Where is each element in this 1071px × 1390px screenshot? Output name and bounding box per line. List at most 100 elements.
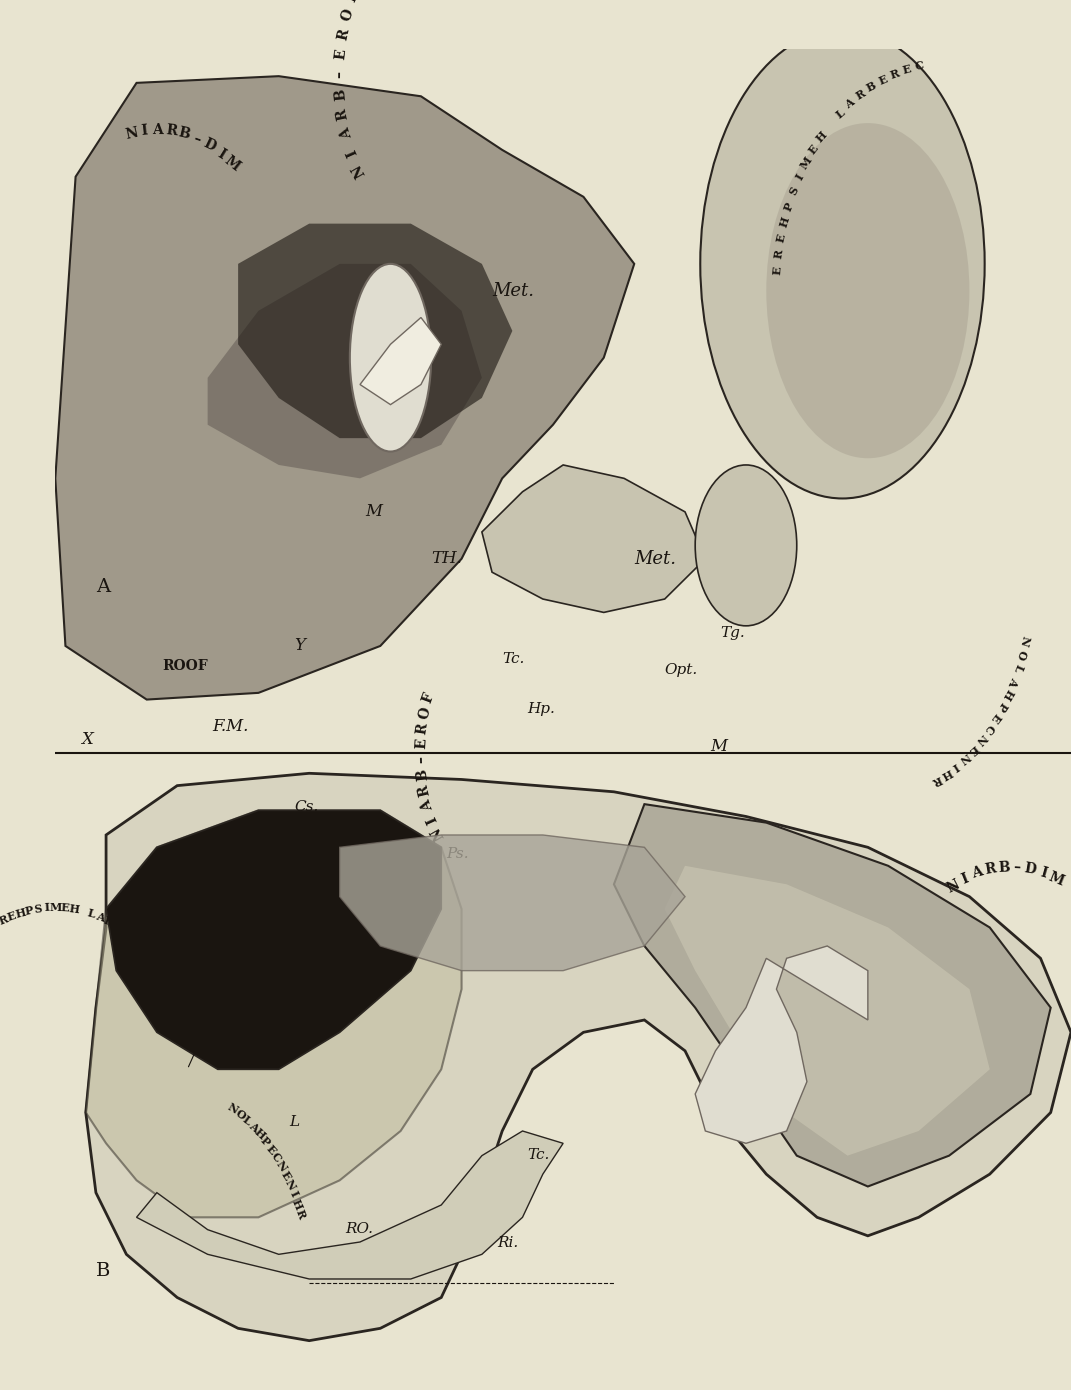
Text: I: I [950, 760, 961, 773]
Text: B: B [414, 769, 429, 781]
Text: P: P [258, 1134, 272, 1148]
Text: R: R [102, 915, 115, 927]
Text: H: H [1000, 687, 1015, 702]
Text: O: O [338, 7, 356, 24]
Ellipse shape [350, 264, 432, 452]
Text: Met.: Met. [634, 550, 676, 567]
Text: E: E [413, 738, 428, 749]
Text: P: P [25, 905, 34, 917]
Text: I: I [344, 146, 360, 158]
Text: M: M [222, 154, 242, 174]
Text: C: C [982, 721, 996, 735]
Text: N: N [974, 733, 989, 746]
Polygon shape [86, 773, 1071, 1341]
Text: R: R [293, 1208, 306, 1220]
Text: R: R [889, 68, 901, 81]
Text: I: I [960, 872, 970, 887]
Text: E: E [118, 924, 131, 938]
Text: RO.: RO. [345, 1222, 373, 1236]
Text: I: I [424, 815, 439, 826]
Text: I: I [214, 146, 227, 161]
Text: E: E [263, 1143, 277, 1156]
Text: I: I [794, 172, 805, 182]
Text: R: R [334, 107, 350, 121]
Text: I: I [140, 124, 149, 138]
Text: C: C [139, 944, 153, 958]
Text: Opt.: Opt. [665, 663, 698, 677]
Text: H: H [814, 129, 829, 145]
Text: E: E [333, 49, 348, 61]
Text: M: M [365, 503, 382, 520]
Polygon shape [340, 835, 685, 970]
Text: O: O [232, 1106, 247, 1122]
Text: –: – [1013, 860, 1021, 874]
Text: F: F [420, 691, 437, 705]
Text: R: R [335, 28, 351, 42]
Text: B: B [997, 860, 1010, 874]
Polygon shape [56, 76, 634, 699]
Text: X: X [80, 731, 92, 748]
Text: Tc.: Tc. [502, 652, 525, 666]
Text: M: M [1046, 870, 1066, 888]
Text: R: R [125, 930, 139, 944]
Polygon shape [86, 810, 462, 1218]
Text: F.M.: F.M. [213, 717, 250, 735]
Text: E: E [0, 919, 1, 931]
Text: I: I [287, 1190, 300, 1200]
Text: F: F [345, 0, 361, 4]
Text: L: L [87, 908, 96, 920]
Text: N: N [1019, 635, 1031, 648]
Polygon shape [695, 947, 868, 1144]
Text: E: E [966, 742, 980, 756]
Text: M: M [798, 154, 814, 171]
Text: D: D [1023, 862, 1038, 877]
Text: Y: Y [293, 638, 305, 655]
Text: H: H [14, 906, 27, 920]
Text: N: N [428, 824, 447, 842]
Text: –: – [333, 71, 347, 78]
Text: L: L [833, 107, 846, 121]
Text: N: N [957, 751, 972, 766]
Text: H: H [252, 1126, 267, 1141]
Text: A: A [338, 126, 355, 140]
Text: A: A [246, 1120, 260, 1134]
Text: A: A [970, 865, 984, 881]
Text: A: A [843, 97, 857, 111]
Text: E: E [774, 232, 787, 243]
Polygon shape [482, 464, 706, 613]
Text: B: B [865, 81, 878, 95]
Text: B: B [177, 125, 192, 142]
Text: Ri.: Ri. [497, 1236, 518, 1250]
Text: H: H [939, 766, 953, 781]
Text: I: I [44, 902, 50, 913]
Polygon shape [614, 805, 1051, 1187]
Text: O: O [417, 706, 433, 720]
Text: I: I [1038, 866, 1049, 881]
Polygon shape [208, 264, 482, 478]
Text: C: C [269, 1151, 283, 1165]
Text: E: E [902, 64, 912, 76]
Polygon shape [238, 224, 512, 438]
Text: P: P [782, 200, 796, 213]
Text: A: A [152, 122, 164, 136]
Text: A: A [419, 798, 436, 813]
Text: E: E [806, 143, 820, 156]
Text: Ps.: Ps. [447, 847, 469, 860]
Text: Tg.: Tg. [721, 626, 745, 639]
Text: C: C [914, 60, 924, 72]
Text: A: A [96, 578, 110, 596]
Text: P: P [995, 699, 1009, 713]
Text: H: H [290, 1197, 304, 1211]
Text: N: N [226, 1101, 240, 1116]
Text: S: S [33, 902, 43, 915]
Text: E: E [989, 712, 1002, 724]
Text: –: – [413, 756, 428, 763]
Text: Cs.: Cs. [293, 799, 318, 813]
Text: N: N [349, 161, 368, 179]
Text: TH.: TH. [432, 550, 462, 567]
Text: D: D [201, 136, 217, 154]
Polygon shape [360, 317, 441, 404]
Polygon shape [106, 810, 441, 1069]
Text: B: B [333, 88, 348, 101]
Text: R: R [414, 721, 431, 735]
